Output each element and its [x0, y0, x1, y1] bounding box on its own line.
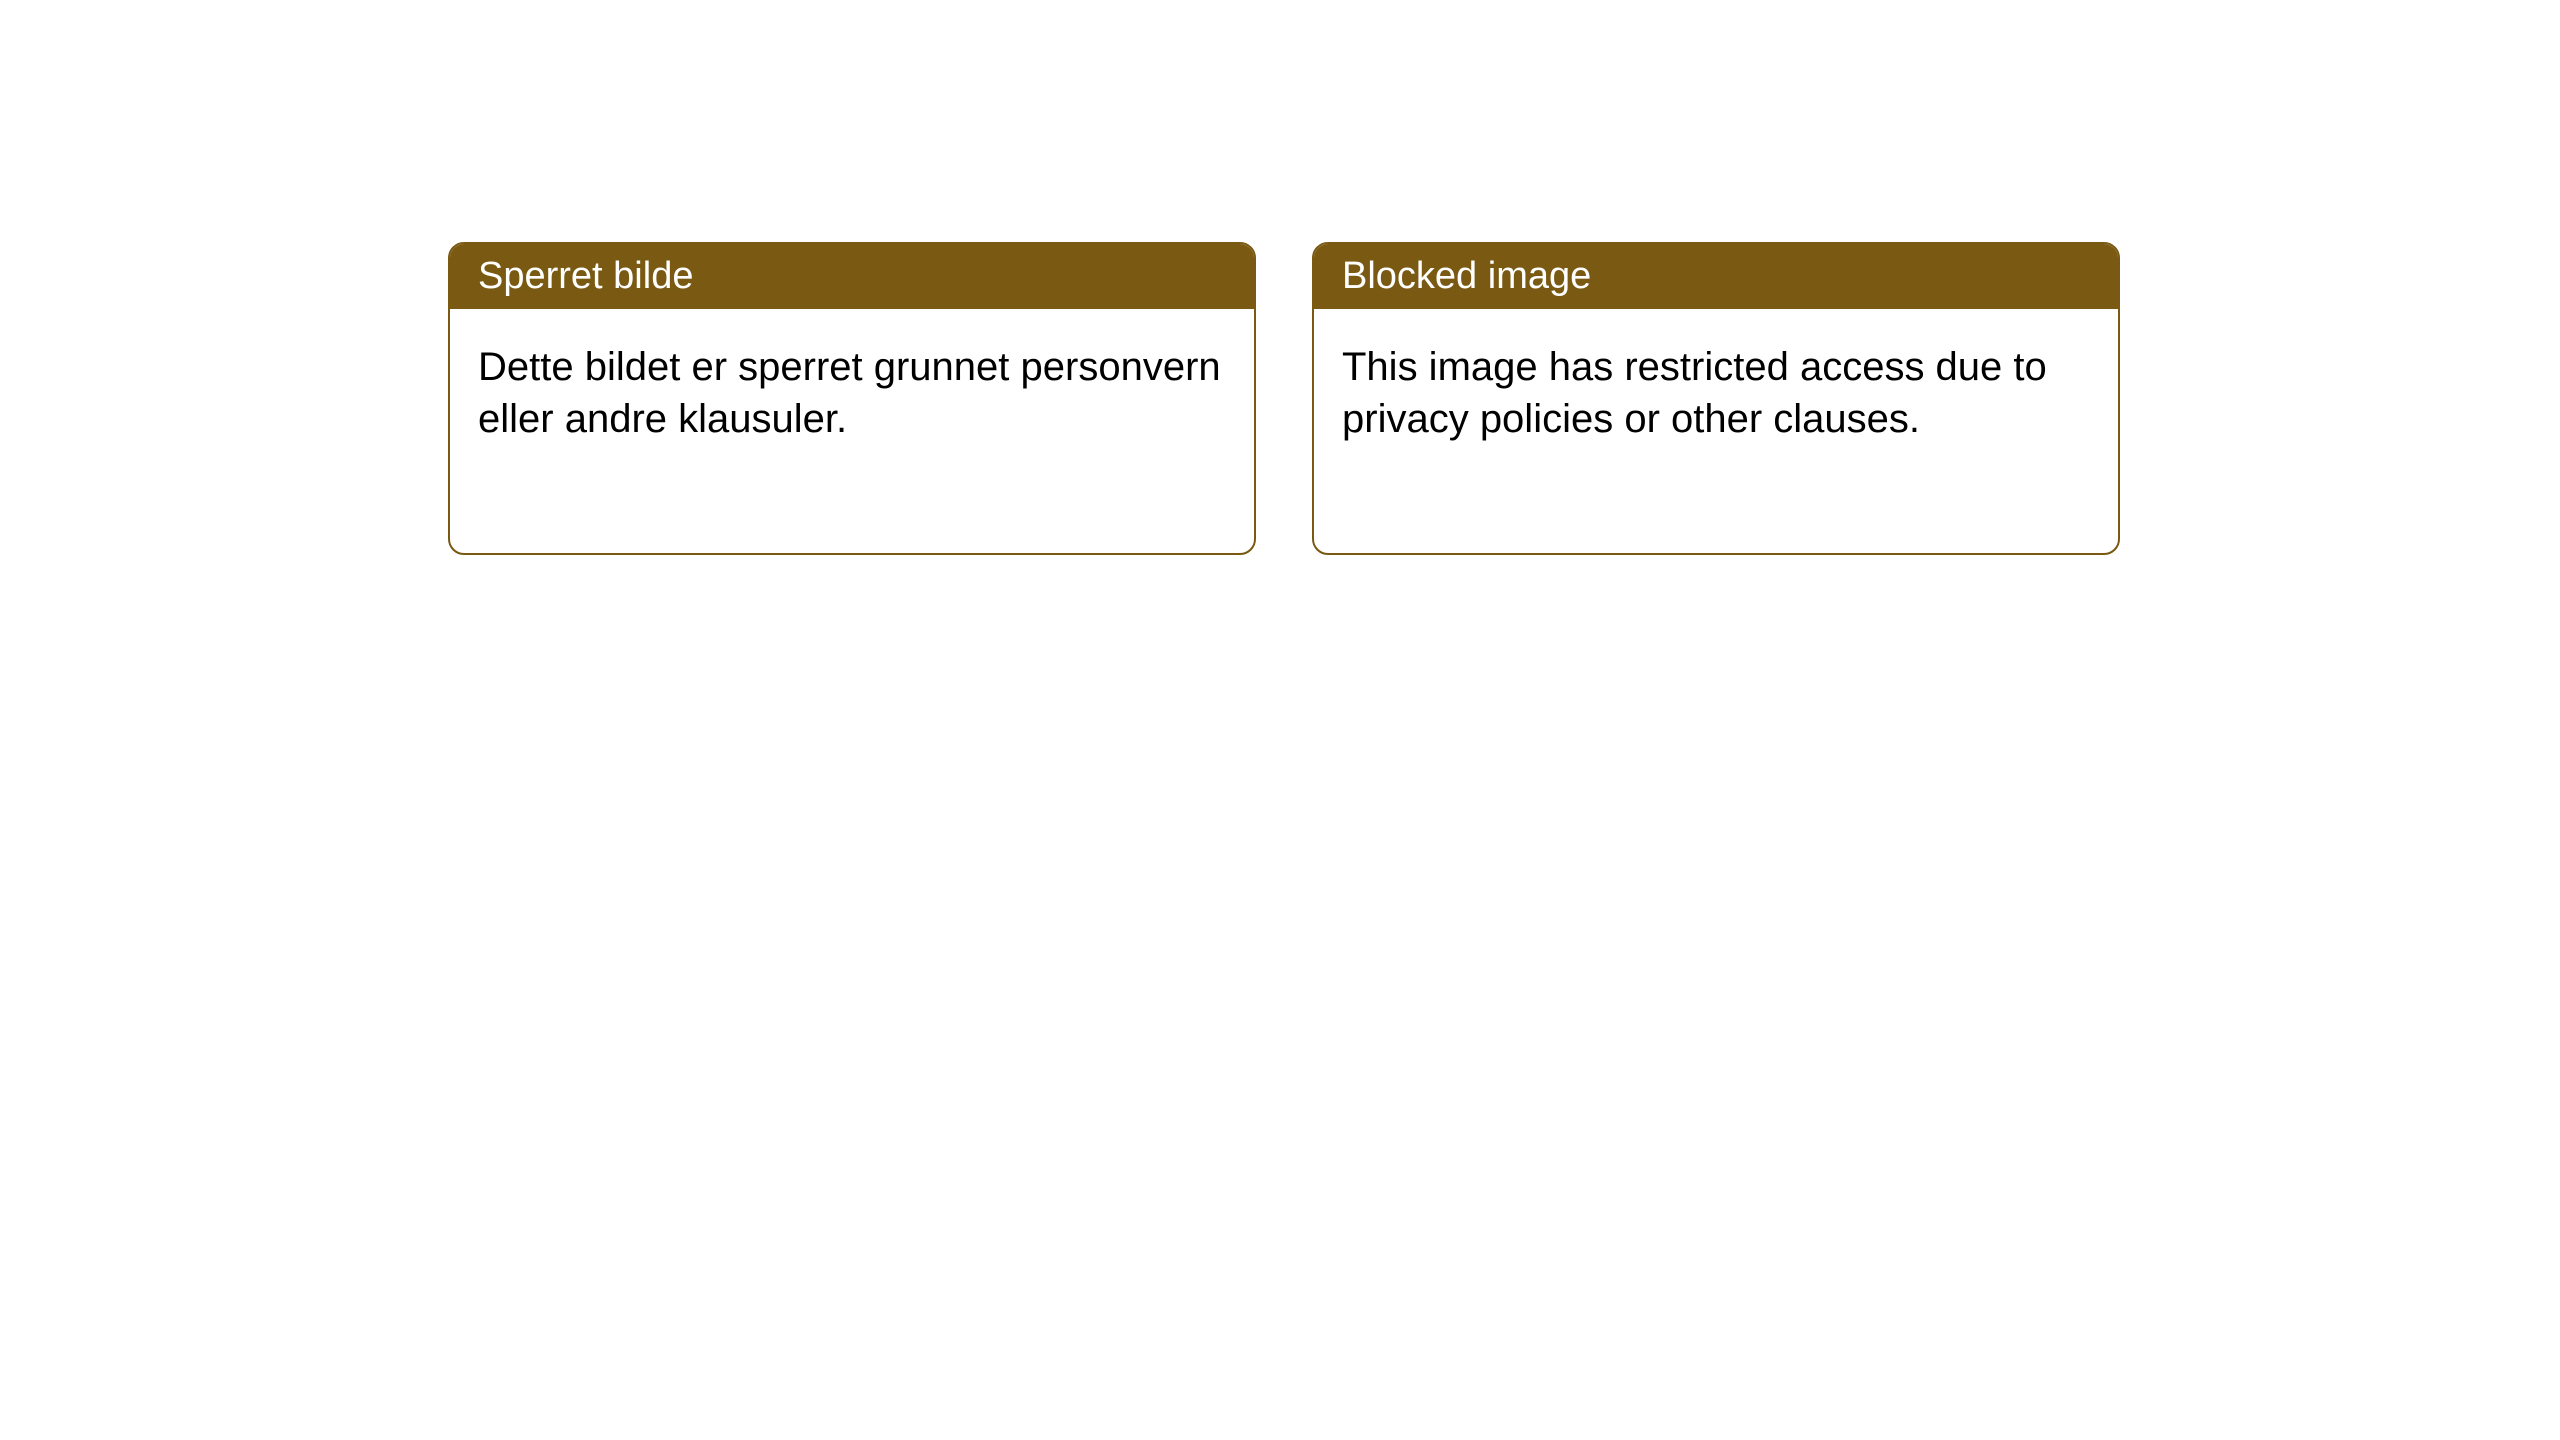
notice-box-english: Blocked image This image has restricted … — [1312, 242, 2120, 555]
notice-header: Sperret bilde — [450, 244, 1254, 309]
notice-container: Sperret bilde Dette bildet er sperret gr… — [0, 0, 2560, 555]
notice-body: Dette bildet er sperret grunnet personve… — [450, 309, 1254, 553]
notice-title: Sperret bilde — [478, 255, 693, 297]
notice-text: Dette bildet er sperret grunnet personve… — [478, 341, 1226, 445]
notice-body: This image has restricted access due to … — [1314, 309, 2118, 553]
notice-box-norwegian: Sperret bilde Dette bildet er sperret gr… — [448, 242, 1256, 555]
notice-text: This image has restricted access due to … — [1342, 341, 2090, 445]
notice-title: Blocked image — [1342, 255, 1591, 297]
notice-header: Blocked image — [1314, 244, 2118, 309]
